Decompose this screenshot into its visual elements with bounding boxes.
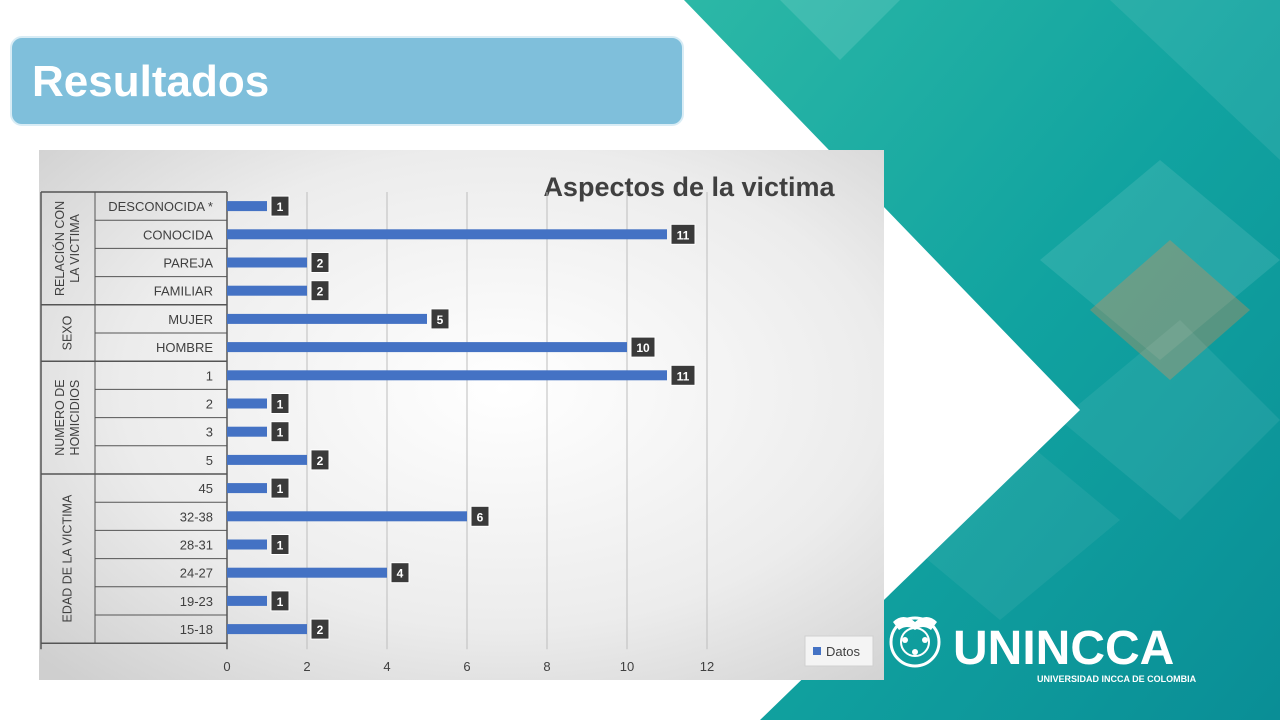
data-label: 10 — [636, 341, 650, 355]
data-label: 2 — [317, 285, 324, 299]
category-label: PAREJA — [163, 256, 213, 271]
category-label: 15-18 — [180, 622, 213, 637]
data-label: 1 — [277, 595, 284, 609]
category-label: FAMILIAR — [154, 284, 213, 299]
slide-title: Resultados — [32, 57, 270, 106]
group-label: RELACIÓN CON — [52, 201, 67, 296]
data-bar — [227, 454, 307, 465]
logo-mark: UNINCCA UNIVERSIDAD INCCA DE COLOMBIA — [889, 616, 1197, 684]
category-label: 2 — [206, 397, 213, 412]
data-bar — [227, 342, 627, 353]
category-label: 19-23 — [180, 594, 213, 609]
x-tick-label: 8 — [543, 659, 550, 674]
data-label-box — [670, 364, 696, 386]
group-label: NUMERO DE — [53, 379, 67, 455]
category-label: 32-38 — [180, 509, 213, 524]
group-label: SEXO — [60, 315, 74, 350]
data-label-box — [630, 336, 656, 358]
data-label: 1 — [277, 426, 284, 440]
data-bar — [227, 595, 267, 606]
unincca-logo: UNINCCA UNIVERSIDAD INCCA DE COLOMBIA — [885, 612, 1245, 692]
category-label: HOMBRE — [156, 340, 213, 355]
data-label: 2 — [317, 623, 324, 637]
data-bar — [227, 624, 307, 635]
category-label: 1 — [206, 368, 213, 383]
data-label: 11 — [677, 228, 690, 242]
data-bar — [227, 201, 267, 212]
data-label: 1 — [277, 539, 284, 553]
category-label: 28-31 — [180, 538, 213, 553]
data-bar — [227, 229, 667, 240]
data-label-box — [430, 308, 450, 330]
data-bar — [227, 313, 427, 324]
data-label: 4 — [397, 567, 404, 581]
data-bar — [227, 483, 267, 494]
chart-title: Aspectos de la victima — [543, 172, 835, 202]
category-label: DESCONOCIDA * — [108, 199, 213, 214]
data-label-box — [310, 618, 330, 640]
x-tick-label: 2 — [303, 659, 310, 674]
x-tick-label: 10 — [620, 659, 634, 674]
data-label: 2 — [317, 257, 324, 271]
category-label: 5 — [206, 453, 213, 468]
x-tick-label: 4 — [383, 659, 390, 674]
logo-name: UNINCCA — [953, 622, 1174, 675]
data-bar — [227, 285, 307, 296]
data-label-box — [390, 562, 410, 584]
data-label-box — [270, 590, 290, 612]
data-bar — [227, 426, 267, 437]
data-label: 11 — [677, 369, 690, 383]
title-banner: Resultados — [10, 36, 684, 126]
data-label-box — [470, 505, 490, 527]
data-label-box — [670, 223, 696, 245]
legend-label: Datos — [826, 644, 860, 659]
group-label: LA VICTIMA — [68, 213, 82, 282]
data-bar — [227, 539, 267, 550]
data-label-box — [270, 477, 290, 499]
data-bar — [227, 398, 267, 409]
bar-chart: Aspectos de la victima 0 2 4 6 8 10 12DESCONOC… — [39, 150, 884, 680]
data-label-box — [310, 280, 330, 302]
logo-subtitle: UNIVERSIDAD INCCA DE COLOMBIA — [1037, 674, 1197, 684]
data-label: 1 — [277, 398, 284, 412]
data-label-box — [310, 252, 330, 273]
group-label: EDAD DE LA VICTIMA — [60, 494, 74, 622]
data-label-box — [270, 393, 290, 414]
x-tick-label: 12 — [700, 659, 714, 674]
category-label: CONOCIDA — [143, 227, 213, 242]
legend-swatch — [813, 647, 821, 655]
category-label: 24-27 — [180, 566, 213, 581]
data-label-box — [270, 421, 290, 443]
category-label: 45 — [199, 481, 213, 496]
data-label-box — [310, 449, 330, 471]
x-tick-label: 0 — [223, 659, 230, 674]
category-label: MUJER — [168, 312, 213, 327]
data-label: 2 — [317, 454, 324, 468]
data-label: 5 — [437, 313, 444, 327]
group-label: HOMICIDIOS — [68, 380, 82, 456]
data-bar — [227, 567, 387, 578]
data-bar — [227, 257, 307, 268]
data-bar — [227, 511, 467, 522]
category-label: 3 — [206, 425, 213, 440]
x-tick-label: 6 — [463, 659, 470, 674]
data-label: 1 — [277, 200, 284, 214]
chart-container: Aspectos de la victima 0 2 4 6 8 10 12 DESCONOC… — [39, 150, 884, 680]
data-label-box — [270, 534, 290, 555]
data-label: 6 — [477, 510, 484, 524]
data-label-box — [270, 195, 290, 217]
data-bar — [227, 370, 667, 381]
data-label: 1 — [277, 482, 284, 496]
